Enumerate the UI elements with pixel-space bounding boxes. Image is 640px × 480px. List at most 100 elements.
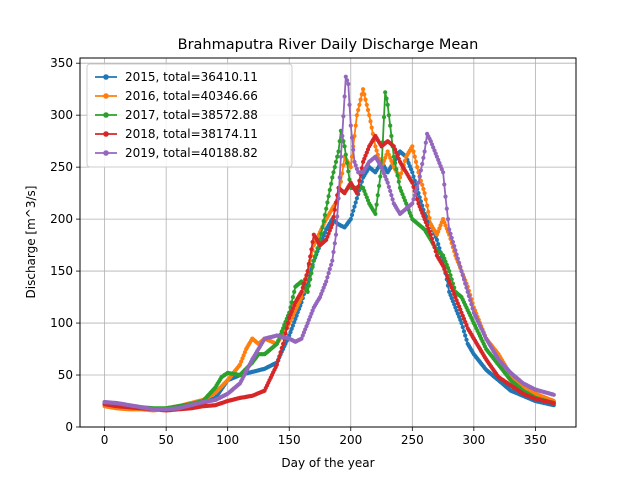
data-point bbox=[385, 102, 390, 107]
data-point bbox=[310, 264, 315, 269]
data-point bbox=[432, 245, 437, 250]
data-point bbox=[342, 144, 347, 149]
y-tick-label: 100 bbox=[50, 316, 73, 330]
data-point bbox=[441, 170, 446, 175]
data-point bbox=[325, 275, 330, 280]
data-point bbox=[343, 74, 348, 79]
data-point bbox=[412, 154, 417, 159]
data-point bbox=[368, 119, 373, 124]
data-point bbox=[289, 326, 294, 331]
data-point bbox=[420, 182, 425, 187]
data-point bbox=[459, 269, 464, 274]
data-point bbox=[352, 159, 357, 164]
legend-item-3: 2017, total=38572.88 bbox=[95, 108, 258, 122]
legend-label: 2018, total=38174.11 bbox=[125, 127, 258, 141]
y-tick-label: 200 bbox=[50, 212, 73, 226]
data-point bbox=[390, 197, 395, 202]
data-point bbox=[469, 302, 474, 307]
data-point bbox=[356, 107, 361, 113]
data-point bbox=[422, 191, 427, 196]
x-tick-label: 250 bbox=[401, 433, 424, 447]
data-point bbox=[449, 235, 454, 240]
data-point bbox=[391, 154, 396, 159]
data-point bbox=[443, 223, 448, 228]
data-point bbox=[444, 262, 449, 267]
chart-title: Brahmaputra River Daily Discharge Mean bbox=[178, 37, 479, 53]
data-point bbox=[305, 289, 310, 294]
legend-item-2: 2016, total=40346.66 bbox=[95, 89, 258, 103]
data-point bbox=[399, 171, 404, 176]
data-point bbox=[470, 306, 475, 311]
data-point bbox=[336, 196, 341, 201]
data-point bbox=[421, 186, 426, 192]
data-point bbox=[337, 139, 342, 144]
data-point bbox=[349, 135, 355, 140]
x-tick-label: 50 bbox=[159, 433, 174, 447]
data-point bbox=[354, 113, 359, 118]
data-point bbox=[300, 285, 305, 290]
data-point bbox=[450, 239, 455, 245]
data-point bbox=[385, 180, 390, 185]
data-point bbox=[354, 166, 359, 171]
data-point bbox=[319, 231, 324, 236]
data-point bbox=[348, 217, 353, 222]
data-point bbox=[415, 165, 420, 170]
data-point bbox=[331, 249, 336, 255]
data-point bbox=[460, 325, 465, 330]
data-point bbox=[357, 178, 362, 183]
data-point bbox=[353, 200, 358, 205]
data-point bbox=[326, 231, 331, 236]
data-point bbox=[305, 269, 310, 274]
data-point bbox=[345, 160, 350, 166]
data-point bbox=[288, 330, 293, 335]
data-point bbox=[461, 329, 467, 334]
data-point bbox=[284, 326, 289, 331]
data-point bbox=[458, 307, 463, 312]
data-point bbox=[384, 96, 389, 101]
data-point bbox=[410, 180, 415, 185]
data-point bbox=[333, 159, 339, 164]
data-point bbox=[325, 200, 330, 205]
data-point bbox=[434, 154, 439, 159]
series-layer bbox=[102, 74, 556, 413]
data-point bbox=[287, 315, 292, 320]
data-point bbox=[293, 316, 298, 321]
data-point bbox=[362, 92, 367, 97]
data-point bbox=[448, 231, 453, 236]
data-point bbox=[303, 277, 308, 282]
data-point bbox=[309, 271, 314, 276]
data-point bbox=[444, 273, 449, 278]
data-point bbox=[394, 167, 399, 172]
data-point bbox=[346, 169, 351, 174]
data-point bbox=[413, 188, 419, 194]
data-point bbox=[358, 97, 363, 102]
data-point bbox=[289, 300, 294, 305]
x-tick-label: 200 bbox=[339, 433, 362, 447]
data-point bbox=[464, 323, 469, 328]
data-point bbox=[445, 217, 451, 222]
data-point bbox=[310, 239, 315, 245]
data-point bbox=[450, 288, 455, 293]
data-point bbox=[460, 273, 465, 278]
data-point bbox=[353, 123, 358, 128]
data-point bbox=[320, 225, 325, 230]
data-point bbox=[285, 321, 291, 326]
legend-swatch-marker bbox=[103, 131, 109, 137]
data-point bbox=[345, 78, 350, 83]
x-tick-label: 350 bbox=[524, 433, 547, 447]
data-point bbox=[551, 401, 556, 406]
data-point bbox=[279, 345, 284, 351]
data-point bbox=[421, 155, 426, 160]
data-point bbox=[417, 174, 422, 179]
legend-swatch-marker bbox=[103, 74, 109, 80]
legend-item-4: 2018, total=38174.11 bbox=[95, 127, 258, 141]
data-point bbox=[383, 90, 388, 95]
data-point bbox=[444, 206, 449, 211]
data-point bbox=[374, 148, 379, 153]
data-point bbox=[447, 269, 452, 274]
data-point bbox=[378, 174, 383, 179]
data-point bbox=[425, 203, 430, 208]
legend-item-1: 2015, total=36410.11 bbox=[95, 70, 258, 84]
data-point bbox=[410, 144, 415, 149]
data-point bbox=[330, 175, 335, 180]
